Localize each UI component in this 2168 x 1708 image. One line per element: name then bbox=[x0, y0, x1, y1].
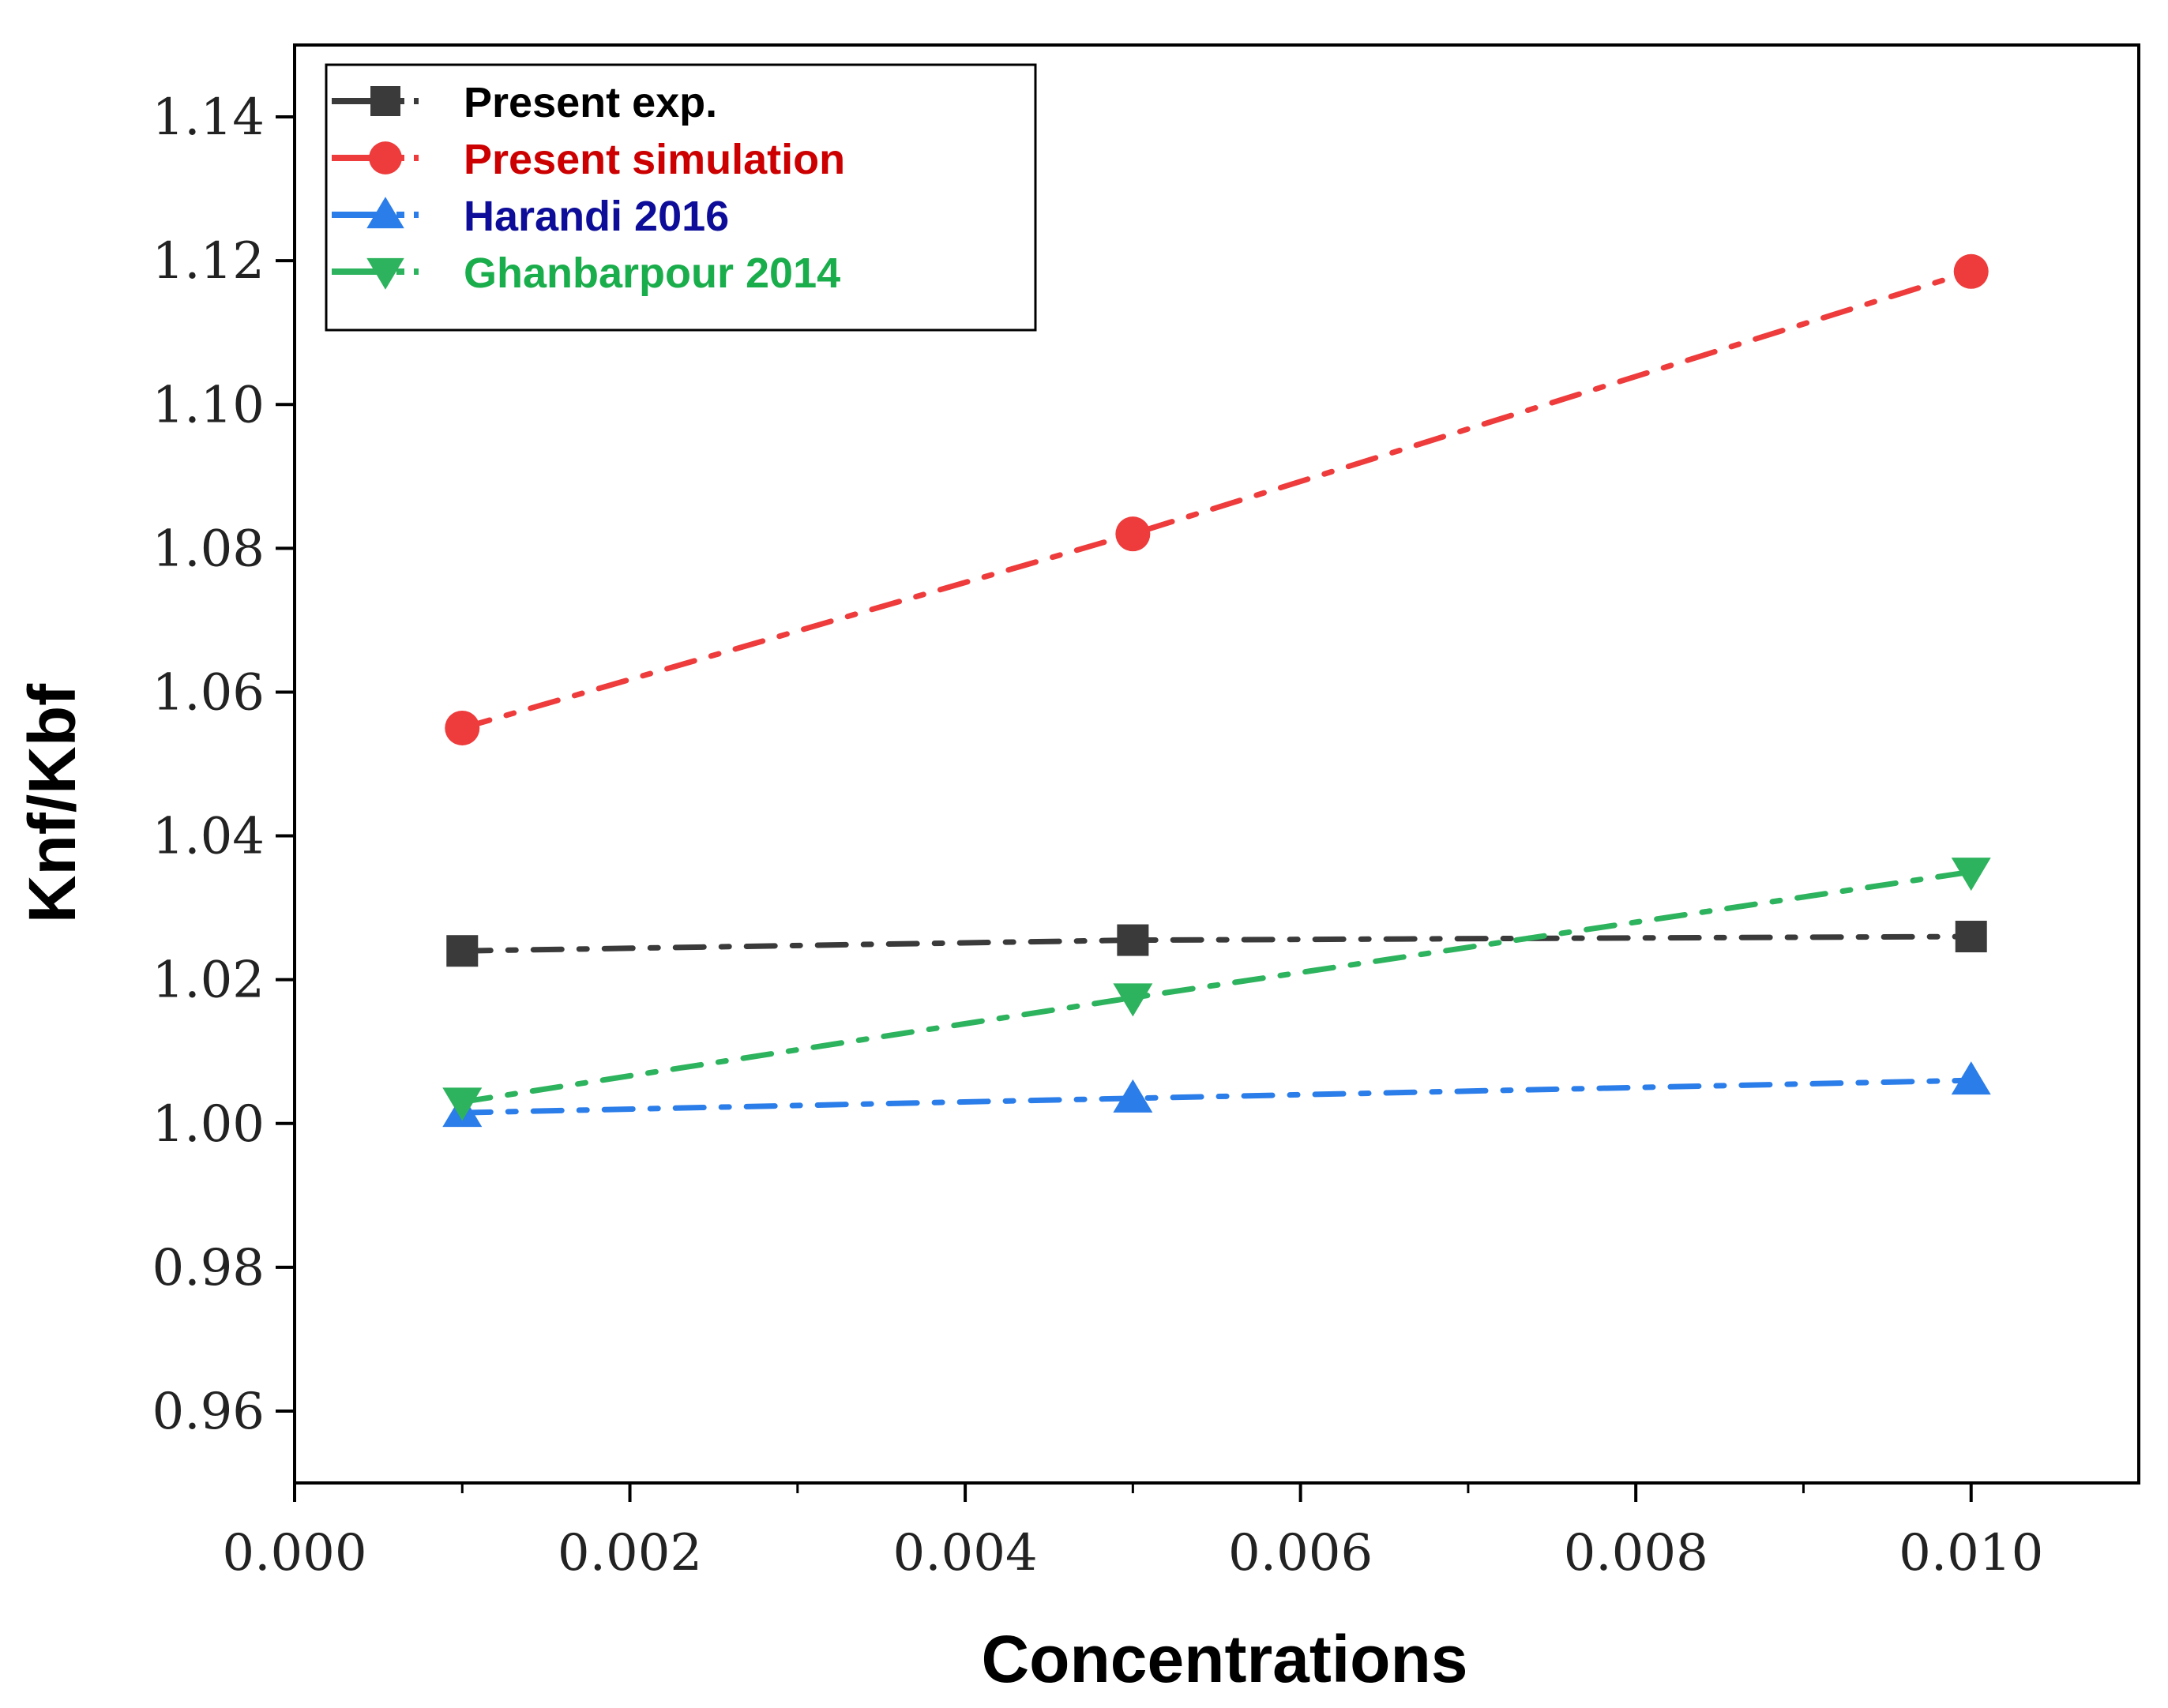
plot-frame bbox=[293, 43, 2140, 1485]
data-point bbox=[1113, 1079, 1153, 1113]
y-tick-label: 1.06 bbox=[152, 663, 265, 722]
y-tick-label: 1.10 bbox=[152, 376, 265, 434]
y-tick-label: 1.12 bbox=[152, 232, 265, 291]
data-point bbox=[445, 710, 480, 745]
x-axis-title: Concentrations bbox=[981, 1622, 1467, 1696]
axes: 0.96 0.98 1.00 1.02 1.04 1.06 1.08 1.10 1.12 1.14… bbox=[152, 43, 2140, 1582]
legend-label: Ghanbarpour 2014 bbox=[464, 250, 840, 297]
series-line bbox=[459, 1077, 1974, 1116]
y-tick-label: 0.96 bbox=[152, 1383, 265, 1441]
x-tick-label: 0.000 bbox=[222, 1524, 366, 1582]
series-ghanbarpour-2014 bbox=[442, 858, 1991, 1121]
data-point bbox=[1113, 983, 1153, 1017]
legend-marker bbox=[366, 197, 404, 229]
y-tick-label: 1.04 bbox=[152, 808, 265, 866]
x-tick-label: 0.002 bbox=[558, 1524, 702, 1582]
series-line bbox=[459, 268, 1974, 731]
x-tick-label: 0.006 bbox=[1228, 1524, 1373, 1582]
data-point bbox=[442, 1087, 483, 1121]
x-tick-label: 0.008 bbox=[1564, 1524, 1708, 1582]
series-present-exp- bbox=[446, 921, 1987, 967]
y-tick-label: 1.02 bbox=[152, 952, 265, 1010]
data-point bbox=[1117, 924, 1149, 956]
data-point bbox=[1953, 253, 1989, 289]
series-layer bbox=[442, 253, 1991, 1128]
y-tick-label: 1.08 bbox=[152, 520, 265, 578]
legend: Present exp. Present simulation Harandi 20… bbox=[325, 63, 1037, 332]
legend-item: Harandi 2016 bbox=[332, 193, 729, 240]
data-point bbox=[1115, 516, 1151, 552]
y-axis-title: Knf/Kbf bbox=[15, 683, 89, 923]
legend-item: Ghanbarpour 2014 bbox=[332, 250, 840, 297]
data-point bbox=[446, 935, 479, 967]
x-tick-label: 0.004 bbox=[892, 1524, 1037, 1582]
x-tick-label: 0.010 bbox=[1899, 1524, 2043, 1582]
legend-item: Present simulation bbox=[332, 136, 845, 183]
y-tick-label: 1.14 bbox=[152, 88, 265, 147]
legend-marker bbox=[370, 86, 400, 116]
series-line bbox=[459, 933, 1974, 954]
data-point bbox=[1951, 1061, 1991, 1095]
legend-label: Present simulation bbox=[464, 136, 845, 183]
data-point bbox=[1955, 921, 1987, 953]
legend-label: Harandi 2016 bbox=[464, 193, 729, 240]
data-point bbox=[1951, 858, 1991, 892]
legend-item: Present exp. bbox=[332, 79, 717, 126]
y-tick-label: 1.00 bbox=[152, 1095, 265, 1154]
y-tick-label: 0.98 bbox=[152, 1239, 265, 1297]
legend-label: Present exp. bbox=[464, 79, 717, 126]
series-line bbox=[459, 869, 1974, 1105]
series-present-simulation bbox=[445, 253, 1989, 745]
legend-marker bbox=[369, 141, 402, 175]
legend-marker bbox=[366, 257, 404, 290]
legend-box bbox=[325, 63, 1037, 332]
